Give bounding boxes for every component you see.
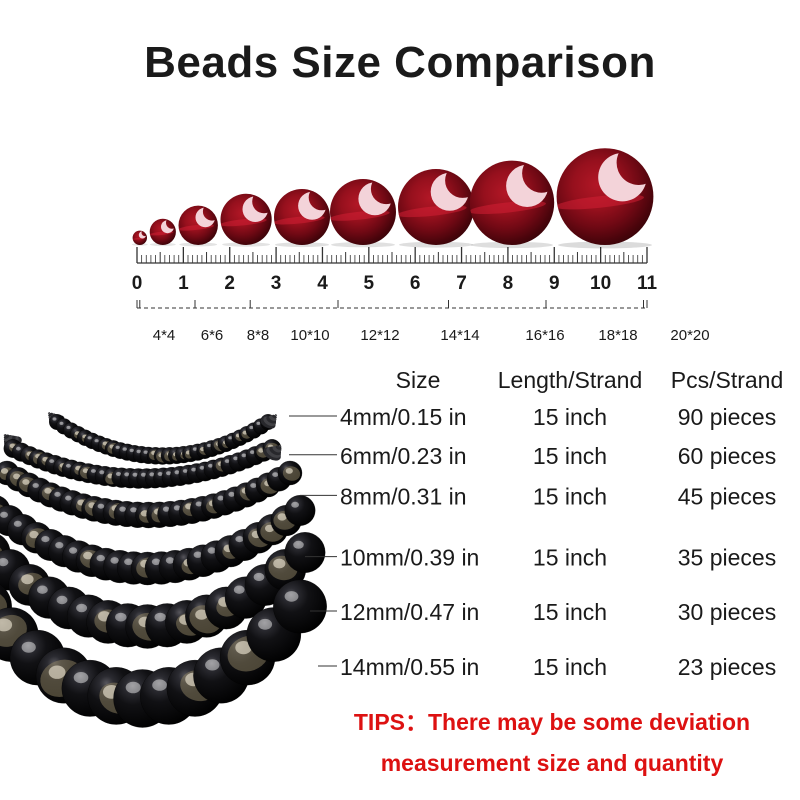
svg-text:30 pieces: 30 pieces xyxy=(678,599,776,625)
svg-text:45 pieces: 45 pieces xyxy=(678,483,776,509)
svg-text:12mm/0.47 in: 12mm/0.47 in xyxy=(340,599,479,625)
svg-text:Length/Strand: Length/Strand xyxy=(498,367,643,393)
svg-text:Size: Size xyxy=(396,367,441,393)
svg-text:15 inch: 15 inch xyxy=(533,404,607,430)
svg-text:15 inch: 15 inch xyxy=(533,654,607,680)
svg-text:15 inch: 15 inch xyxy=(533,545,607,571)
svg-text:23 pieces: 23 pieces xyxy=(678,654,776,680)
svg-text:Pcs/Strand: Pcs/Strand xyxy=(671,367,784,393)
svg-text:15 inch: 15 inch xyxy=(533,599,607,625)
svg-text:15 inch: 15 inch xyxy=(533,443,607,469)
svg-text:6mm/0.23 in: 6mm/0.23 in xyxy=(340,443,467,469)
svg-text:90 pieces: 90 pieces xyxy=(678,404,776,430)
svg-text:measurement size and quantity: measurement size and quantity xyxy=(381,750,724,776)
svg-text:35 pieces: 35 pieces xyxy=(678,545,776,571)
svg-text:15 inch: 15 inch xyxy=(533,483,607,509)
svg-text:14mm/0.55 in: 14mm/0.55 in xyxy=(340,654,479,680)
svg-text:TIPS：There may be some deviati: TIPS：There may be some deviation xyxy=(354,709,750,735)
svg-text:8mm/0.31 in: 8mm/0.31 in xyxy=(340,483,467,509)
svg-text:60 pieces: 60 pieces xyxy=(678,443,776,469)
svg-text:4mm/0.15 in: 4mm/0.15 in xyxy=(340,404,467,430)
svg-text:10mm/0.39 in: 10mm/0.39 in xyxy=(340,545,479,571)
